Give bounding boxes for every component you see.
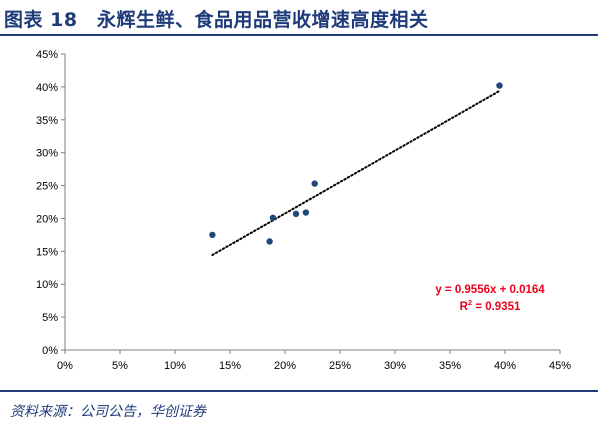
r-squared-label: R2 = 0.9351 <box>460 298 521 313</box>
y-tick-label: 40% <box>36 82 58 94</box>
data-point <box>311 180 318 187</box>
footer-rule <box>0 390 598 392</box>
x-tick-label: 35% <box>439 360 461 372</box>
scatter-chart: 0% 5% 10% 15% 20% 25% 30% 35% 40% 45% 0% 5% 10% 15% 2… <box>36 49 571 372</box>
chart-area: 0% 5% 10% 15% 20% 25% 30% 35% 40% 45% 0% 5% 10% 15% 2… <box>0 36 598 386</box>
x-tick-label: 10% <box>164 360 186 372</box>
x-axis-ticks: 0% 5% 10% 15% 20% 25% 30% 35% 40% 45% <box>57 350 571 372</box>
chart-header: 图表 18 永辉生鲜、食品用品营收增速高度相关 <box>0 0 598 36</box>
data-point <box>269 214 277 221</box>
x-tick-label: 15% <box>219 360 241 372</box>
y-tick-label: 20% <box>36 213 58 225</box>
r2-value: = 0.9351 <box>472 301 521 313</box>
x-tick-label: 20% <box>274 360 296 372</box>
y-tick-label: 5% <box>42 312 58 324</box>
y-tick-label: 45% <box>36 49 58 61</box>
source-note: 资料来源：公司公告，华创证券 <box>10 404 206 420</box>
data-point <box>496 82 503 89</box>
x-tick-label: 30% <box>384 360 406 372</box>
trendline <box>211 89 501 256</box>
x-tick-label: 40% <box>494 360 516 372</box>
x-tick-label: 5% <box>112 360 128 372</box>
y-tick-label: 35% <box>36 115 58 127</box>
data-points <box>209 82 503 245</box>
y-tick-label: 10% <box>36 279 58 291</box>
data-point <box>266 238 273 245</box>
r2-prefix: R <box>460 301 469 313</box>
r2-superscript: 2 <box>468 298 472 307</box>
y-tick-label: 15% <box>36 246 58 258</box>
data-point <box>209 231 216 239</box>
regression-equation: y = 0.9556x + 0.0164 <box>435 284 545 296</box>
y-tick-label: 30% <box>36 148 58 160</box>
x-tick-label: 0% <box>57 360 73 372</box>
x-tick-label: 45% <box>549 360 571 372</box>
y-tick-label: 25% <box>36 181 58 193</box>
y-tick-label: 0% <box>42 345 58 357</box>
data-point <box>292 210 300 218</box>
data-point <box>302 209 310 216</box>
header-rule <box>0 34 598 36</box>
chart-title: 图表 18 永辉生鲜、食品用品营收增速高度相关 <box>4 9 429 31</box>
x-tick-label: 25% <box>329 360 351 372</box>
y-axis-ticks: 0% 5% 10% 15% 20% 25% 30% 35% 40% 45% <box>36 49 65 357</box>
